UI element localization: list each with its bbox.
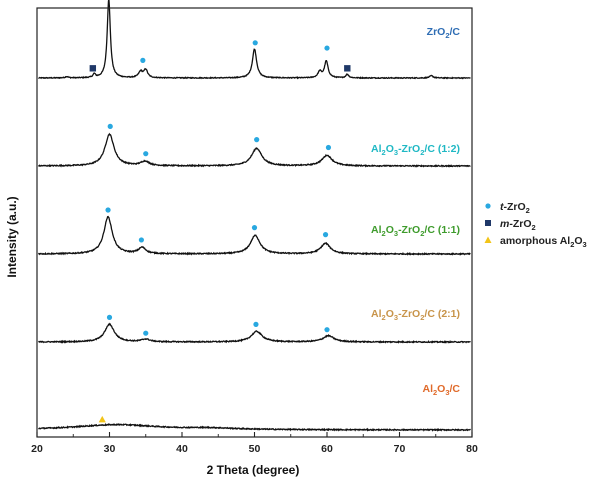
- phase-marker-2-2: [143, 151, 149, 157]
- phase-marker-2-1: [107, 123, 113, 129]
- xrd-trace-4: [38, 322, 471, 344]
- phase-marker-3-4: [322, 232, 329, 238]
- phase-marker-4-3: [253, 321, 259, 327]
- x-tick-label-80: 80: [466, 443, 478, 455]
- phase-marker-1-4: [324, 45, 330, 51]
- sample-label-1: ZrO2/C: [427, 26, 461, 40]
- legend-symbol-3: [484, 236, 492, 243]
- legend-label-2: m-ZrO2: [500, 218, 536, 232]
- phase-marker-3-2: [138, 237, 144, 243]
- x-tick-label-50: 50: [249, 443, 261, 455]
- legend: t-ZrO2 m-ZrO2 amorphous Al2O3: [484, 201, 587, 249]
- x-tick-label-60: 60: [321, 443, 333, 455]
- x-tick-label-40: 40: [176, 443, 188, 455]
- phase-marker-2-4: [325, 144, 332, 151]
- legend-symbol-2: [485, 220, 491, 226]
- phase-marker-1-6: [344, 65, 351, 72]
- sample-label-2: Al2O3-ZrO2/C (1:2): [371, 143, 460, 157]
- phase-marker-1-3: [252, 40, 258, 46]
- phase-marker-1-2: [140, 57, 146, 64]
- phase-marker-2-3: [254, 137, 260, 143]
- sample-label-5: Al2O3/C: [422, 383, 460, 397]
- x-axis-title: 2 Theta (degree): [207, 463, 300, 477]
- phase-marker-5-1: [98, 415, 106, 423]
- phase-marker-3-1: [105, 207, 111, 213]
- axes: 20 30 40 50 60 70 80: [31, 7, 478, 455]
- phase-marker-4-1: [106, 314, 113, 320]
- xrd-trace-5: [37, 423, 471, 432]
- x-tick-label-30: 30: [104, 443, 116, 455]
- legend-symbol-1: [485, 203, 491, 209]
- x-tick-label-70: 70: [394, 443, 406, 455]
- xrd-trace-3: [37, 215, 471, 256]
- phase-marker-4-4: [324, 327, 330, 333]
- y-axis-title: Intensity (a.u.): [5, 196, 19, 277]
- phase-marker-4-2: [143, 330, 149, 336]
- x-tick-label-20: 20: [31, 443, 43, 455]
- legend-label-1: t-ZrO2: [500, 201, 530, 215]
- phase-marker-3-3: [251, 225, 258, 231]
- phase-marker-1-5: [89, 65, 97, 72]
- sample-label-3: Al2O3-ZrO2/C (1:1): [371, 224, 460, 238]
- legend-label-3: amorphous Al2O3: [500, 235, 587, 249]
- sample-label-4: Al2O3-ZrO2/C (2:1): [371, 308, 460, 322]
- xrd-trace-2: [37, 132, 471, 168]
- plot-area: ZrO2/C Al2O3-ZrO2/C (1:2) Al2O3-ZrO2/C (1:…: [37, 0, 471, 432]
- xrd-trace-1: [38, 0, 471, 80]
